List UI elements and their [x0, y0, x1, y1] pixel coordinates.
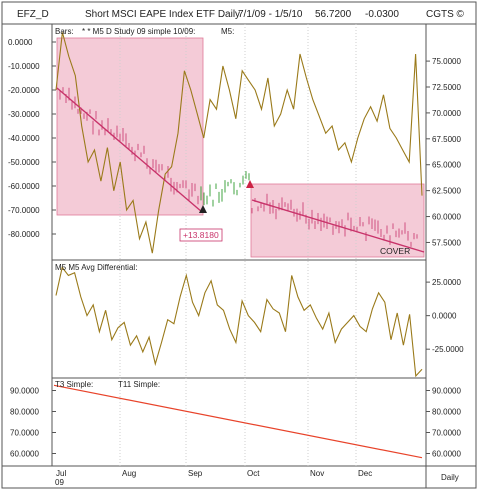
x-tick-label: Jul — [56, 469, 66, 478]
trend-line-2 — [251, 199, 425, 253]
y-tick-label: -50.0000 — [8, 158, 40, 167]
footer-daily: Daily — [441, 473, 459, 482]
cover-label: COVER — [380, 246, 410, 256]
y-tick-label: -70.0000 — [8, 206, 40, 215]
y-tick-label: -10.0000 — [8, 62, 40, 71]
legend-study: * * M5 D Study 09 simple 10/09: — [82, 27, 195, 36]
x-tick-label: Aug — [122, 469, 136, 478]
short-zone-1 — [56, 37, 204, 216]
ma-left-tick-label: 80.0000 — [10, 408, 39, 417]
axis-labels: Jul Aug Sep Oct Nov Dec 0.0000 -10.0000 -20.0000… — [8, 38, 464, 478]
legend-t11: T11 Simple: — [118, 380, 160, 389]
y-right-tick-label: 67.5000 — [432, 135, 461, 144]
ma-right-tick-label: 80.0000 — [432, 408, 461, 417]
y-tick-label: -30.0000 — [8, 110, 40, 119]
y-tick-label: 0.0000 — [8, 38, 33, 47]
y-tick-label: -80.0000 — [8, 230, 40, 239]
ma-right-tick-label: 60.0000 — [432, 450, 461, 459]
ma-left-tick-label: 60.0000 — [10, 450, 39, 459]
oscillator-line — [55, 266, 423, 378]
osc-tick-label: 0.0000 — [432, 312, 457, 321]
header-symbol: EFZ_D — [17, 9, 49, 20]
y-right-tick-label: 65.0000 — [432, 161, 461, 170]
y-tick-label: -60.0000 — [8, 182, 40, 191]
gain-label: +13.8180 — [183, 230, 219, 240]
trend-line-1 — [56, 87, 203, 213]
osc-tick-label: -25.0000 — [432, 345, 464, 354]
ma-right-tick-label: 70.0000 — [432, 429, 461, 438]
y-right-tick-label: 62.5000 — [432, 187, 461, 196]
x-tick-label: Nov — [310, 469, 324, 478]
y-tick-label: -20.0000 — [8, 86, 40, 95]
x-tick-label: Dec — [358, 469, 372, 478]
header-range: 7/1/09 - 1/5/10 — [238, 9, 303, 20]
study-line — [55, 32, 423, 254]
legend-bars: Bars: — [55, 27, 74, 36]
ohlc-bars — [59, 87, 418, 247]
osc-tick-label: 25.0000 — [432, 278, 461, 287]
ma-right-tick-label: 90.0000 — [432, 387, 461, 396]
signal-arrow — [199, 205, 207, 213]
entry-arrow — [246, 180, 254, 188]
legend-osc: M5 M5 Avg Differential: — [55, 263, 137, 272]
y-right-tick-label: 70.0000 — [432, 109, 461, 118]
series-lines — [53, 32, 425, 459]
y-tick-label: -40.0000 — [8, 134, 40, 143]
y-right-tick-label: 75.0000 — [432, 57, 461, 66]
header-change: -0.0300 — [365, 9, 399, 20]
ma-left-tick-label: 70.0000 — [10, 429, 39, 438]
legend-m5: M5: — [221, 27, 234, 36]
x-tick-label: Oct — [247, 469, 260, 478]
t11-line — [53, 384, 423, 459]
x-tick-label: Sep — [188, 469, 203, 478]
short-zone-2 — [250, 183, 425, 258]
header-last: 56.7200 — [315, 9, 352, 20]
x-sublabel: 09 — [55, 478, 64, 487]
y-right-tick-label: 72.5000 — [432, 83, 461, 92]
ma-left-tick-label: 90.0000 — [10, 387, 39, 396]
legend-t3: T3 Simple: — [55, 380, 93, 389]
header-title: Short MSCI EAPE Index ETF Daily — [85, 9, 240, 20]
gain-label-box — [179, 228, 223, 242]
y-right-tick-label: 60.0000 — [432, 213, 461, 222]
header-vendor: CGTS © — [426, 9, 465, 20]
y-right-tick-label: 57.5000 — [432, 238, 461, 247]
